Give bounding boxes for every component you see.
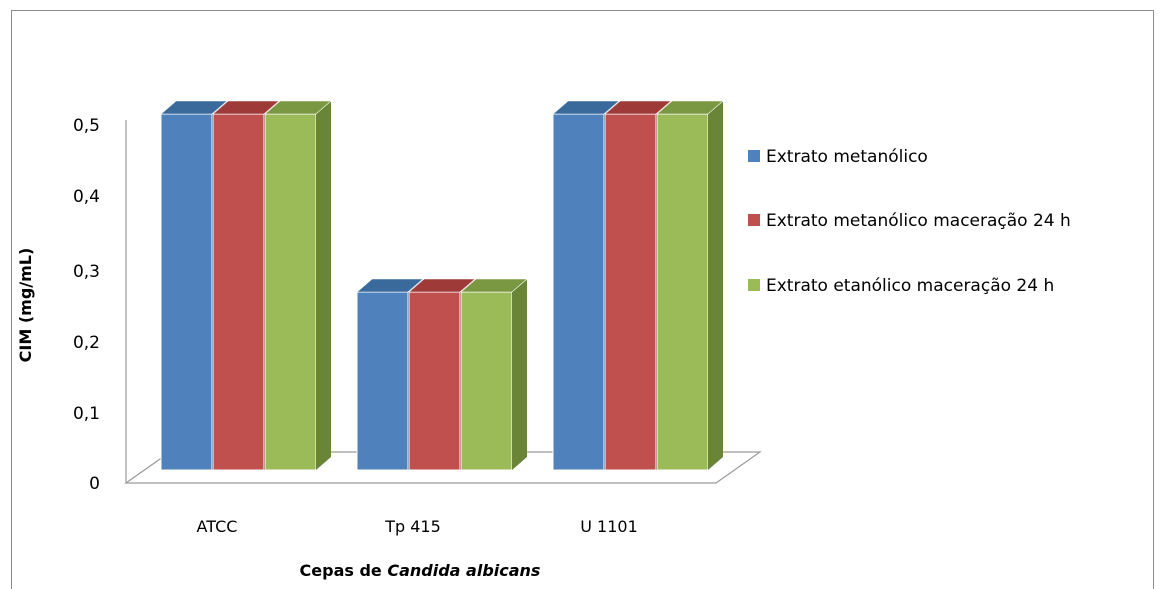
y-tick-label: 0,5 — [73, 116, 100, 136]
bar-front — [656, 113, 709, 471]
bars-group — [160, 100, 724, 471]
bar-top — [160, 100, 228, 115]
legend-swatch — [748, 214, 760, 226]
y-tick-label: 0,4 — [73, 187, 100, 207]
legend-item: Extrato etanólico maceração 24 h — [748, 276, 1054, 296]
y-axis-title: CIM (mg/mL) — [16, 248, 35, 363]
bar-top — [408, 278, 476, 293]
y-tick-label: 0 — [89, 474, 100, 494]
bar-top — [264, 100, 332, 115]
legend-label: Extrato etanólico maceração 24 h — [766, 276, 1054, 296]
y-tick-labels: 0 0,1 0,2 0,3 0,4 0,5 — [73, 116, 100, 494]
bar-2-3 — [460, 278, 528, 471]
bar-top — [656, 100, 724, 115]
legend-item: Extrato metanólico maceração 24 h — [748, 211, 1071, 231]
legend-label: Extrato metanólico — [766, 147, 928, 167]
y-tick-label: 0,3 — [73, 262, 100, 282]
x-axis-title: Cepas de Candida albicans — [300, 561, 541, 580]
bar-front — [604, 113, 657, 471]
bar-1-3 — [264, 100, 332, 471]
legend-swatch — [748, 279, 760, 291]
bar-side — [708, 101, 723, 470]
bar-front — [408, 291, 461, 471]
bar-top — [212, 100, 280, 115]
bar-3-3 — [656, 100, 724, 471]
y-tick-label: 0,2 — [73, 333, 100, 353]
bar-front — [160, 113, 213, 471]
bar-top — [552, 100, 620, 115]
category-label: U 1101 — [580, 517, 638, 536]
bar-side — [316, 101, 331, 470]
legend-swatch — [748, 150, 760, 162]
x-axis-title-prefix: Cepas de — [300, 561, 388, 580]
bar-front — [356, 291, 409, 471]
category-label: Tp 415 — [384, 517, 441, 536]
bar-front — [264, 113, 317, 471]
legend-item: Extrato metanólico — [748, 147, 928, 167]
y-tick-label: 0,1 — [73, 404, 100, 424]
category-label: ATCC — [197, 517, 238, 536]
category-labels: ATCC Tp 415 U 1101 — [197, 517, 638, 536]
bar-front — [212, 113, 265, 471]
legend: Extrato metanólico Extrato metanólico mac… — [748, 147, 1071, 296]
bar-top — [356, 278, 424, 293]
legend-label: Extrato metanólico maceração 24 h — [766, 211, 1071, 231]
bar-side — [512, 279, 527, 470]
bar-front — [552, 113, 605, 471]
bar-top — [460, 278, 528, 293]
x-axis-title-italic: Candida albicans — [387, 561, 540, 580]
bar-top — [604, 100, 672, 115]
bar-front — [460, 291, 513, 471]
